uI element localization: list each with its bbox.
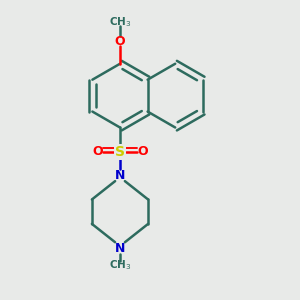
Text: S: S	[115, 145, 125, 159]
Text: O: O	[137, 146, 148, 158]
Text: CH$_3$: CH$_3$	[109, 15, 131, 28]
Text: O: O	[115, 35, 125, 48]
Text: N: N	[115, 169, 125, 182]
Text: O: O	[92, 146, 103, 158]
Text: CH$_3$: CH$_3$	[109, 258, 131, 272]
Text: N: N	[115, 242, 125, 255]
